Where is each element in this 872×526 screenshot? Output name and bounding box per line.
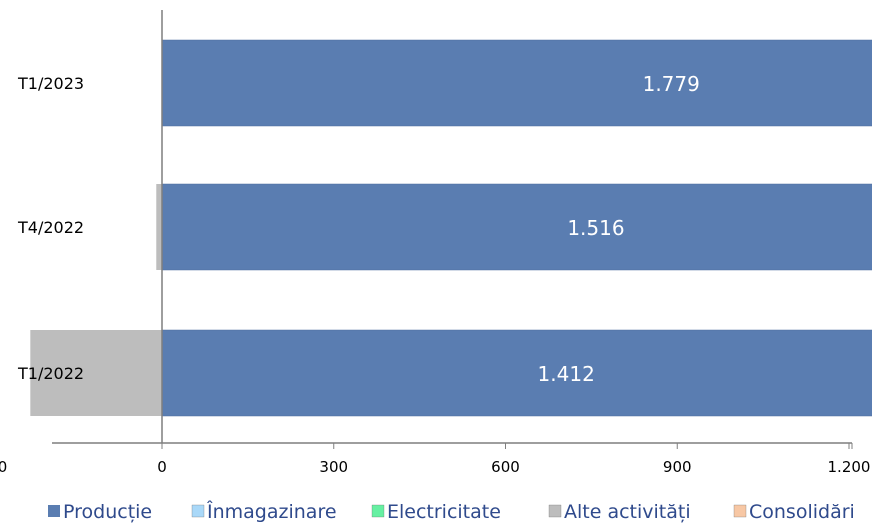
bar-alte-activitati-t1-2022: [30, 330, 163, 416]
legend: Producție Înmagazinare Electricitate Alte a…: [48, 500, 855, 523]
bar-productie-t1-2022: [161, 329, 872, 417]
legend-item-productie: Producție: [48, 501, 152, 523]
legend-swatch: [371, 504, 385, 518]
x-tick-label: 300: [319, 458, 348, 476]
legend-label: Consolidări: [749, 501, 855, 523]
bar-productie-t1-2023: [161, 39, 872, 127]
legend-label: Electricitate: [387, 501, 501, 523]
x-tick-label: 600: [491, 458, 520, 476]
x-tick-label: -300: [0, 458, 7, 476]
x-tick-label: 900: [663, 458, 692, 476]
legend-swatch: [48, 505, 60, 517]
data-label-productie-t1-2022: 1.412: [538, 362, 595, 386]
bar-alte-activitati-t4-2022: [156, 184, 162, 270]
legend-label: Producție: [63, 501, 152, 523]
legend-swatch: [191, 504, 205, 518]
category-labels: T1/2023 T4/2022 T1/2022: [17, 74, 84, 383]
category-label-t4-2022: T4/2022: [17, 218, 84, 237]
x-tick-label: 0: [157, 458, 167, 476]
legend-item-electricitate: Electricitate: [371, 501, 501, 523]
legend-label: Alte activități: [564, 501, 691, 523]
legend-swatch: [733, 504, 747, 518]
category-label-t1-2023: T1/2023: [17, 74, 84, 93]
legend-item-alte-activitati: Alte activități: [548, 501, 691, 523]
x-tick-label: 1.200: [828, 458, 871, 476]
data-label-productie-t4-2022: 1.516: [567, 216, 624, 240]
legend-item-consolidari: Consolidări: [733, 501, 855, 523]
bar-labels-layer: 1.7796141.51652781.4122121: [538, 72, 700, 386]
x-axis: -30003006009001.2001.5001.800: [0, 10, 871, 476]
legend-item-inmagazinare: Înmagazinare: [191, 500, 337, 523]
bar-productie-t4-2022: [161, 183, 872, 271]
bars-layer: [30, 39, 872, 417]
legend-swatch: [548, 504, 562, 518]
legend-label: Înmagazinare: [206, 500, 337, 523]
data-label-productie-t1-2023: 1.779: [643, 72, 700, 96]
category-label-t1-2022: T1/2022: [17, 364, 84, 383]
